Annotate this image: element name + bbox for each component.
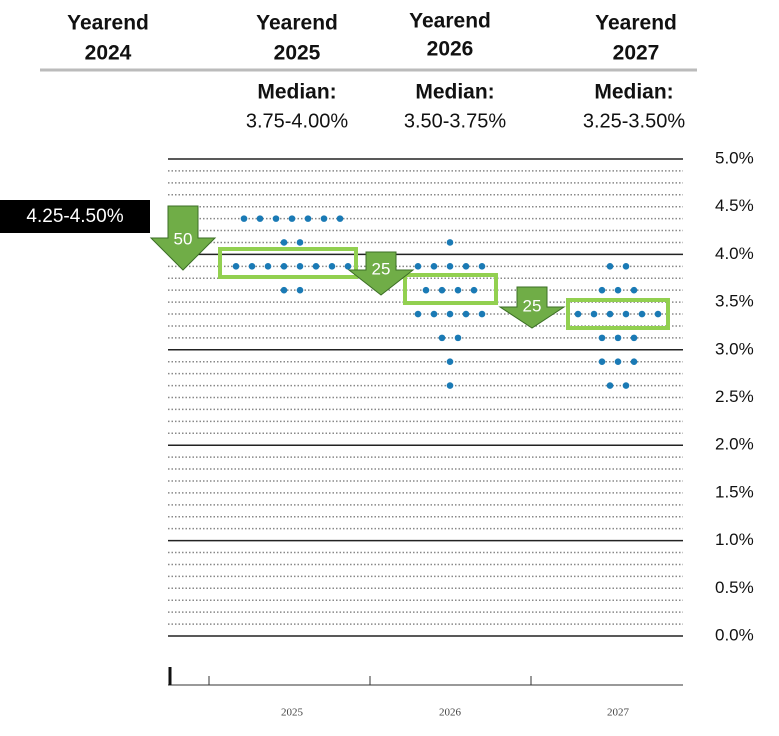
current-rate: 4.25-4.50% xyxy=(26,206,123,227)
dot xyxy=(630,358,638,366)
y-tick-label: 1.5% xyxy=(715,482,754,501)
header-line: Yearend xyxy=(256,12,338,35)
dot xyxy=(336,215,344,222)
dot xyxy=(296,263,304,270)
dot xyxy=(614,358,622,366)
header-line: Yearend xyxy=(409,10,491,33)
current-rate-box xyxy=(0,200,150,233)
dot xyxy=(446,310,454,318)
dot xyxy=(654,310,662,318)
dot xyxy=(264,263,272,270)
dot xyxy=(614,286,622,294)
header-line: Yearend xyxy=(67,12,149,35)
y-tick-label: 3.5% xyxy=(715,292,754,311)
y-tick-label: 1.0% xyxy=(715,530,754,549)
header-line: 2025 xyxy=(274,42,321,65)
dot xyxy=(462,263,470,270)
dot xyxy=(454,286,462,294)
dot xyxy=(638,310,646,318)
dot xyxy=(232,263,240,270)
header-line: Yearend xyxy=(595,12,677,35)
dot xyxy=(288,215,296,222)
dot xyxy=(478,310,486,318)
dot xyxy=(574,310,582,318)
y-tick-label: 0.0% xyxy=(715,625,754,644)
cut-arrow xyxy=(149,205,217,271)
median-range: 3.25-3.50% xyxy=(583,110,686,132)
dot xyxy=(590,310,598,318)
cut-arrow xyxy=(498,286,566,329)
dot xyxy=(430,263,438,270)
dot xyxy=(280,286,288,294)
dot xyxy=(248,263,256,270)
dot xyxy=(446,239,454,246)
y-tick-label: 2.5% xyxy=(715,387,754,406)
dot xyxy=(328,263,336,270)
dot xyxy=(446,263,454,270)
median-label: Median: xyxy=(257,81,336,104)
median-range: 3.50-3.75% xyxy=(404,110,507,132)
dot xyxy=(622,263,630,270)
dot xyxy=(280,239,288,246)
median-range: 3.75-4.00% xyxy=(246,110,349,132)
median-box xyxy=(218,247,358,279)
dot xyxy=(622,382,630,389)
dot xyxy=(414,263,422,270)
cut-label: 25 xyxy=(372,259,391,278)
y-tick-label: 5.0% xyxy=(715,148,754,167)
dot xyxy=(622,310,630,318)
dot xyxy=(430,310,438,318)
y-tick-label: 4.0% xyxy=(715,244,754,263)
dot xyxy=(462,310,470,318)
dot xyxy=(256,215,264,222)
y-tick-label: 4.5% xyxy=(715,196,754,215)
dot xyxy=(304,215,312,222)
dot xyxy=(470,286,478,294)
dot xyxy=(296,286,304,294)
dot xyxy=(630,286,638,294)
y-tick-label: 0.5% xyxy=(715,578,754,597)
dot xyxy=(614,334,622,342)
dot xyxy=(454,334,462,342)
dot xyxy=(598,358,606,366)
dot xyxy=(438,334,446,342)
header-line: 2024 xyxy=(85,42,132,65)
dot xyxy=(478,263,486,270)
dot xyxy=(312,263,320,270)
dot xyxy=(630,334,638,342)
dot xyxy=(240,215,248,222)
cut-arrow xyxy=(347,251,415,296)
x-tick-label: 2026 xyxy=(439,707,462,719)
dot xyxy=(414,310,422,318)
dot xyxy=(280,263,288,270)
x-tick-label: 2025 xyxy=(281,707,304,719)
median-box xyxy=(403,273,498,305)
dot xyxy=(438,286,446,294)
cut-label: 25 xyxy=(523,296,542,315)
y-tick-label: 3.0% xyxy=(715,339,754,358)
x-tick-label: 2027 xyxy=(607,707,630,719)
header-line: 2027 xyxy=(613,42,660,65)
dot xyxy=(598,334,606,342)
dot xyxy=(446,382,454,389)
cut-label: 50 xyxy=(174,229,193,248)
median-label: Median: xyxy=(415,81,494,104)
y-tick-label: 2.0% xyxy=(715,435,754,454)
dot xyxy=(272,215,280,222)
median-label: Median: xyxy=(594,81,673,104)
dot xyxy=(606,263,614,270)
dot xyxy=(598,286,606,294)
dot xyxy=(422,286,430,294)
dot xyxy=(606,310,614,318)
median-box xyxy=(566,298,670,330)
dot xyxy=(296,239,304,246)
dot xyxy=(606,382,614,389)
dot xyxy=(344,263,352,270)
dot xyxy=(320,215,328,222)
header-line: 2026 xyxy=(427,38,474,61)
dot xyxy=(446,358,454,366)
